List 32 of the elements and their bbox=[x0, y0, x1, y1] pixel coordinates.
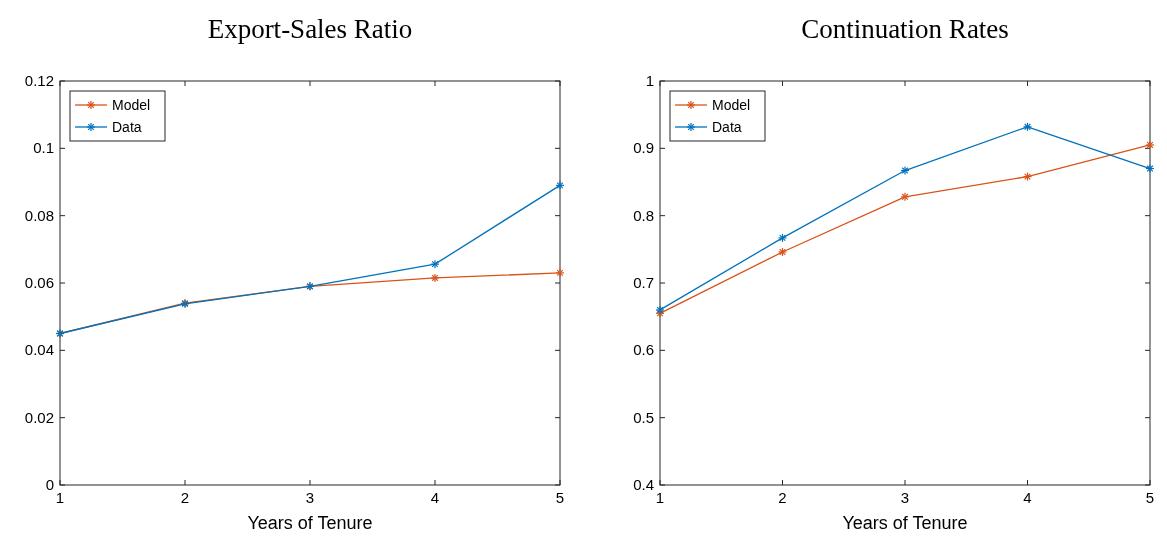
y-tick-label: 0.06 bbox=[24, 274, 54, 291]
x-tick-label: 2 bbox=[180, 489, 190, 506]
y-tick-label: 0 bbox=[45, 476, 54, 493]
y-tick-label: 0.9 bbox=[633, 139, 654, 157]
y-tick-label: 0.12 bbox=[24, 72, 54, 89]
y-tick-label: 1 bbox=[645, 72, 654, 89]
x-tick-label: 5 bbox=[1145, 489, 1155, 506]
y-tick-label: 0.1 bbox=[33, 139, 54, 157]
y-tick-label: 0.08 bbox=[24, 206, 54, 224]
y-tick-label: 0.8 bbox=[633, 206, 654, 224]
y-tick-label: 0.6 bbox=[633, 341, 654, 359]
x-axis-title: Years of Tenure bbox=[247, 513, 373, 533]
legend-label: Model bbox=[112, 97, 151, 113]
y-tick-label: 0.4 bbox=[633, 476, 654, 493]
x-axis-title: Years of Tenure bbox=[842, 513, 968, 533]
y-tick-label: 0.5 bbox=[633, 408, 654, 426]
x-tick-label: 4 bbox=[1023, 489, 1032, 506]
x-tick-label: 1 bbox=[55, 489, 65, 506]
y-tick-label: 0.02 bbox=[24, 408, 54, 426]
x-tick-label: 5 bbox=[555, 489, 565, 506]
y-tick-label: 0.7 bbox=[633, 274, 654, 291]
legend-label: Data bbox=[712, 119, 742, 135]
x-tick-label: 2 bbox=[778, 489, 787, 506]
x-tick-label: 4 bbox=[430, 489, 440, 506]
legend-label: Data bbox=[112, 119, 142, 135]
x-tick-label: 3 bbox=[305, 489, 315, 506]
x-tick-label: 3 bbox=[900, 489, 910, 506]
y-tick-label: 0.04 bbox=[24, 341, 54, 359]
legend-label: Model bbox=[712, 97, 751, 113]
chart-title: Export-Sales Ratio bbox=[207, 14, 413, 44]
chart-title: Continuation Rates bbox=[801, 14, 1009, 44]
x-tick-label: 1 bbox=[655, 489, 665, 506]
